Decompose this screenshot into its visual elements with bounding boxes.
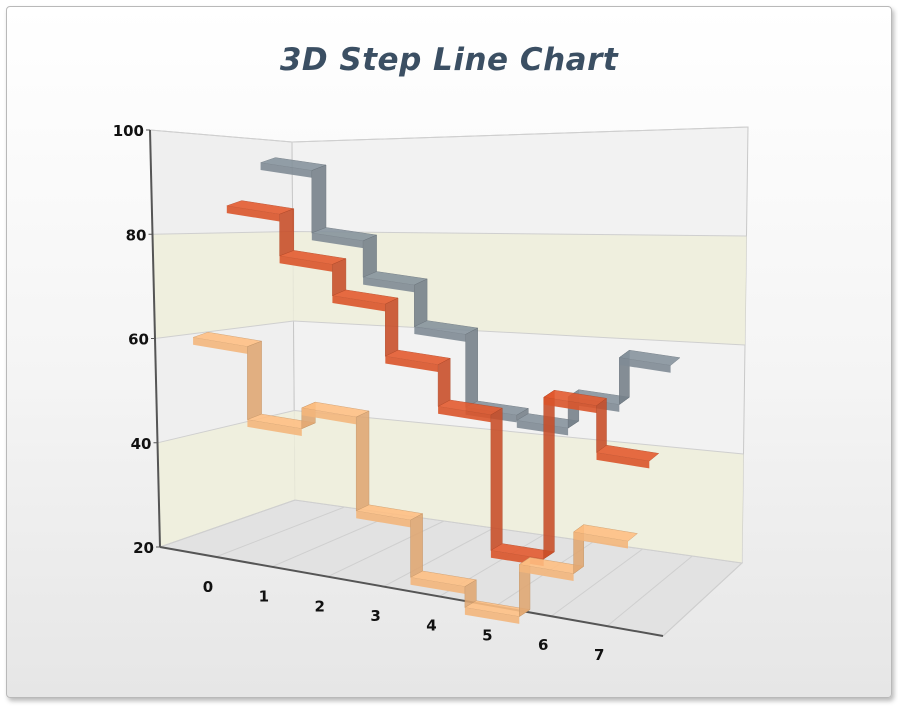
series-step (595, 444, 660, 462)
series-ribbon (226, 200, 660, 567)
y-tick-label: 60 (128, 331, 149, 349)
floor-divider (550, 548, 643, 617)
series-step (410, 577, 465, 594)
floor-divider (383, 527, 494, 587)
x-tick-label: 5 (482, 626, 492, 644)
floor-divider (215, 506, 345, 558)
floor-divider (606, 555, 693, 627)
series-step (362, 234, 377, 278)
x-tick-label: 2 (315, 597, 325, 615)
series-step (619, 357, 671, 373)
series-step (438, 406, 491, 423)
series-step (363, 277, 415, 293)
series-step (519, 564, 574, 581)
series-step (279, 255, 333, 272)
x-tick-label: 1 (259, 588, 269, 606)
series-step (260, 162, 312, 178)
series-step (618, 349, 681, 366)
x-tick-label: 3 (370, 607, 380, 625)
series-ribbon (260, 157, 681, 436)
x-tick-label: 7 (594, 646, 604, 664)
series-step (332, 295, 386, 312)
series-step (226, 205, 280, 222)
x-axis-line (159, 546, 664, 637)
floor-divider (159, 499, 296, 548)
floor-divider (271, 513, 395, 568)
chart-title: 3D Step Line Chart (279, 42, 619, 78)
series-step (490, 407, 503, 551)
series-step (332, 258, 347, 297)
series-step (410, 513, 423, 578)
y-tick-label: 40 (131, 435, 152, 453)
y-tick-label: 20 (133, 539, 154, 557)
gridline (149, 126, 749, 143)
series-step (596, 397, 607, 454)
series-step (311, 164, 327, 234)
series-step (355, 410, 370, 512)
series-step (301, 407, 357, 425)
series-step (193, 337, 248, 354)
y-tick-label: 100 (113, 122, 144, 140)
gridline (154, 320, 746, 346)
series-step (464, 607, 520, 624)
series-step (437, 357, 451, 407)
x-tick-label: 4 (426, 617, 436, 635)
series-step (385, 297, 399, 357)
series-step (543, 389, 555, 560)
series-step (414, 326, 466, 342)
series-step (385, 356, 439, 372)
wall-band (294, 410, 744, 563)
series-step (356, 510, 411, 528)
floor-divider (327, 520, 445, 578)
series-step (414, 278, 428, 328)
wall-band (152, 231, 294, 339)
series-step (516, 420, 569, 436)
series-step (247, 340, 262, 420)
series-step (465, 327, 478, 408)
wall-band (157, 410, 295, 547)
x-tick-label: 0 (203, 578, 213, 596)
series-step (311, 233, 364, 249)
wall-band (292, 231, 747, 345)
x-tick-label: 6 (538, 636, 548, 654)
series-ribbon (192, 331, 638, 624)
gridline (157, 409, 744, 455)
series-step (279, 208, 295, 257)
series-step (596, 452, 650, 469)
series-step (573, 532, 628, 549)
y-tick-label: 80 (126, 226, 147, 244)
series-step (543, 397, 597, 413)
series-step (247, 419, 302, 436)
floor-divider (662, 562, 743, 637)
chart-walls (149, 126, 749, 637)
